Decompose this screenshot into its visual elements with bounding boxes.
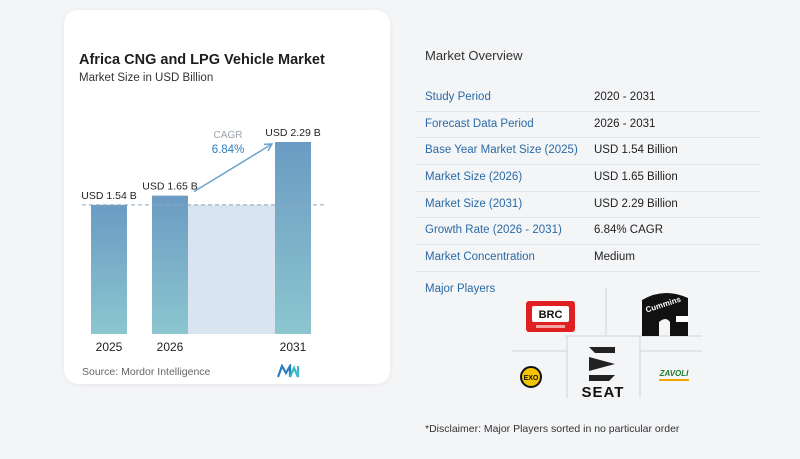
growth-band: [188, 204, 275, 334]
svg-text:Cummins: Cummins: [645, 295, 683, 315]
overview-row: Forecast Data Period 2026 - 2031: [416, 112, 760, 139]
svg-text:EXO: EXO: [524, 375, 539, 382]
overview-row: Market Size (2031) USD 2.29 Billion: [416, 192, 760, 219]
overview-row-value: Medium: [594, 251, 635, 264]
overview-row-label: Market Size (2026): [425, 171, 523, 184]
brc-logo: BRC: [526, 301, 575, 332]
chart-title: Africa CNG and LPG Vehicle Market: [79, 52, 325, 68]
x-tick-label: 2031: [280, 340, 307, 354]
overview-row: Study Period 2020 - 2031: [416, 85, 760, 112]
cagr-label: CAGR: [214, 130, 243, 141]
overview-row: Base Year Market Size (2025) USD 1.54 Bil…: [416, 138, 760, 166]
bar-2031: [275, 142, 311, 334]
cummins-logo: Cummins: [642, 292, 688, 336]
overview-row-value: 2020 - 2031: [594, 91, 656, 103]
overview-row-label: Study Period: [425, 91, 491, 103]
overview-table: Study Period 2020 - 2031 Forecast Data Per…: [416, 85, 760, 272]
chart-subtitle: Market Size in USD Billion: [79, 72, 214, 84]
overview-row: Growth Rate (2026 - 2031) 6.84% CAGR: [416, 218, 760, 246]
overview-row-label: Growth Rate (2026 - 2031): [425, 224, 562, 237]
zavoli-logo: ZAVOLI: [659, 369, 690, 381]
overview-row-label: Market Size (2031): [425, 197, 523, 210]
seat-logo: SEAT: [582, 347, 625, 401]
svg-text:BRC: BRC: [539, 309, 563, 321]
mordor-logo-icon: [277, 364, 300, 378]
svg-text:SEAT: SEAT: [582, 384, 625, 401]
bar-value-label: USD 2.29 B: [265, 127, 320, 139]
exoto-logo: EXO: [520, 366, 542, 388]
chart-card: Africa CNG and LPG Vehicle Market Market…: [64, 10, 390, 384]
bar-chart: USD 1.54 B 2025 USD 1.65 B 2026 USD 2.29 B 20…: [81, 127, 326, 354]
overview-row-label: Forecast Data Period: [425, 117, 534, 130]
overview-row-value: USD 2.29 Billion: [594, 197, 678, 210]
bar-2025: [91, 204, 127, 334]
cagr-value: 6.84%: [212, 144, 245, 156]
disclaimer: *Disclaimer: Major Players sorted in no …: [425, 423, 680, 435]
bar-value-label: USD 1.54 B: [81, 190, 136, 202]
overview-row: Market Size (2026) USD 1.65 Billion: [416, 165, 760, 192]
overview-row: Market Concentration Medium: [416, 245, 760, 272]
overview-title: Market Overview: [425, 48, 523, 63]
bar-2026: [152, 195, 188, 334]
cagr-arrow: [193, 143, 273, 193]
overview-row-label: Base Year Market Size (2025): [425, 144, 578, 157]
overview-row-label: Market Concentration: [425, 251, 535, 264]
x-tick-label: 2026: [157, 340, 184, 354]
overview-row-value: 2026 - 2031: [594, 117, 656, 130]
source-text: Source: Mordor Intelligence: [82, 366, 211, 378]
bar-value-label: USD 1.65 B: [142, 181, 197, 193]
players-title: Major Players: [425, 283, 496, 295]
x-tick-label: 2025: [96, 340, 123, 354]
cagr-arrow-head: [263, 143, 274, 152]
overview-row-value: USD 1.54 Billion: [594, 144, 678, 157]
overview-row-value: USD 1.65 Billion: [594, 171, 678, 184]
overview-row-value: 6.84% CAGR: [594, 224, 664, 237]
svg-text:ZAVOLI: ZAVOLI: [659, 369, 690, 378]
